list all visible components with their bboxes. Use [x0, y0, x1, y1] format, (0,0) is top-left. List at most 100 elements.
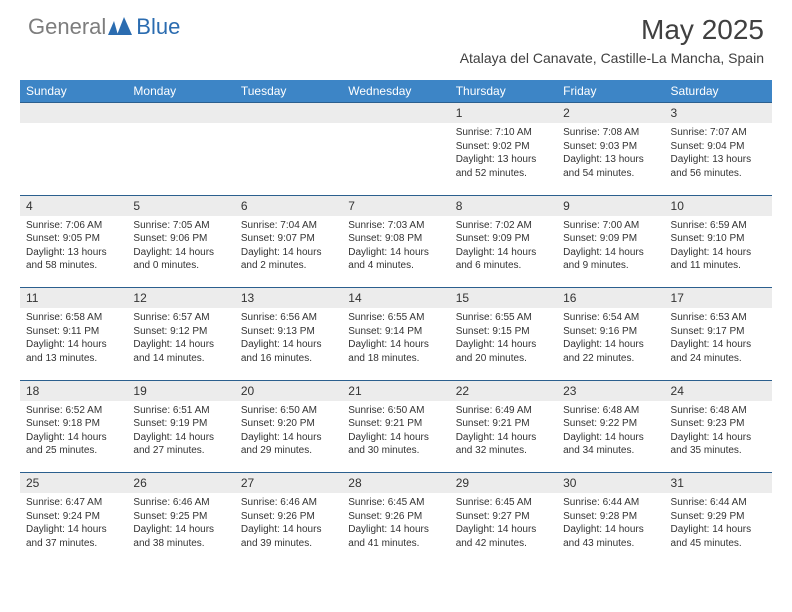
day-number-cell: [20, 103, 127, 124]
day-detail-cell: Sunrise: 7:02 AMSunset: 9:09 PMDaylight:…: [450, 216, 557, 288]
day-detail-cell: Sunrise: 6:57 AMSunset: 9:12 PMDaylight:…: [127, 308, 234, 380]
sunrise-text: Sunrise: 6:54 AM: [563, 311, 658, 325]
day-number: 1: [456, 106, 463, 120]
day-number-cell: 5: [127, 195, 234, 216]
day-number-cell: 11: [20, 288, 127, 309]
day-number: 24: [671, 384, 684, 398]
day-number: 13: [241, 291, 254, 305]
day-detail-cell: Sunrise: 6:59 AMSunset: 9:10 PMDaylight:…: [665, 216, 772, 288]
week-daynum-row: 18192021222324: [20, 380, 772, 401]
day-number-cell: 21: [342, 380, 449, 401]
day-detail-cell: Sunrise: 6:46 AMSunset: 9:25 PMDaylight:…: [127, 493, 234, 565]
day-number: 15: [456, 291, 469, 305]
day-number: 22: [456, 384, 469, 398]
day-number: 27: [241, 476, 254, 490]
sunrise-text: Sunrise: 7:04 AM: [241, 219, 336, 233]
day-detail-cell: Sunrise: 6:46 AMSunset: 9:26 PMDaylight:…: [235, 493, 342, 565]
day-detail-cell: Sunrise: 7:00 AMSunset: 9:09 PMDaylight:…: [557, 216, 664, 288]
sunrise-text: Sunrise: 6:55 AM: [456, 311, 551, 325]
day-number-cell: 16: [557, 288, 664, 309]
week-daynum-row: 45678910: [20, 195, 772, 216]
sunset-text: Sunset: 9:14 PM: [348, 325, 443, 339]
sunset-text: Sunset: 9:02 PM: [456, 140, 551, 154]
sunrise-text: Sunrise: 6:46 AM: [133, 496, 228, 510]
daylight-text: Daylight: 14 hours and 29 minutes.: [241, 431, 336, 458]
sunrise-text: Sunrise: 6:55 AM: [348, 311, 443, 325]
day-number: 25: [26, 476, 39, 490]
sunset-text: Sunset: 9:09 PM: [563, 232, 658, 246]
day-detail-cell: Sunrise: 6:49 AMSunset: 9:21 PMDaylight:…: [450, 401, 557, 473]
daylight-text: Daylight: 14 hours and 24 minutes.: [671, 338, 766, 365]
day-number-cell: 10: [665, 195, 772, 216]
day-detail-cell: Sunrise: 7:07 AMSunset: 9:04 PMDaylight:…: [665, 123, 772, 195]
sunset-text: Sunset: 9:03 PM: [563, 140, 658, 154]
daylight-text: Daylight: 14 hours and 45 minutes.: [671, 523, 766, 550]
sunset-text: Sunset: 9:26 PM: [241, 510, 336, 524]
sunset-text: Sunset: 9:23 PM: [671, 417, 766, 431]
sunrise-text: Sunrise: 7:10 AM: [456, 126, 551, 140]
day-detail-cell: Sunrise: 6:55 AMSunset: 9:15 PMDaylight:…: [450, 308, 557, 380]
day-number: 20: [241, 384, 254, 398]
day-number-cell: 15: [450, 288, 557, 309]
daylight-text: Daylight: 14 hours and 41 minutes.: [348, 523, 443, 550]
day-detail-cell: Sunrise: 6:50 AMSunset: 9:20 PMDaylight:…: [235, 401, 342, 473]
sunrise-text: Sunrise: 7:07 AM: [671, 126, 766, 140]
sunrise-text: Sunrise: 6:50 AM: [241, 404, 336, 418]
daylight-text: Daylight: 14 hours and 37 minutes.: [26, 523, 121, 550]
sunrise-text: Sunrise: 7:06 AM: [26, 219, 121, 233]
daylight-text: Daylight: 14 hours and 14 minutes.: [133, 338, 228, 365]
daylight-text: Daylight: 14 hours and 16 minutes.: [241, 338, 336, 365]
day-number: 2: [563, 106, 570, 120]
daylight-text: Daylight: 14 hours and 2 minutes.: [241, 246, 336, 273]
day-number: 21: [348, 384, 361, 398]
day-detail-cell: Sunrise: 6:56 AMSunset: 9:13 PMDaylight:…: [235, 308, 342, 380]
daylight-text: Daylight: 13 hours and 58 minutes.: [26, 246, 121, 273]
day-number: 19: [133, 384, 146, 398]
daylight-text: Daylight: 14 hours and 4 minutes.: [348, 246, 443, 273]
day-detail-cell: [235, 123, 342, 195]
day-header: Wednesday: [342, 80, 449, 103]
sunrise-text: Sunrise: 6:44 AM: [671, 496, 766, 510]
sunrise-text: Sunrise: 6:51 AM: [133, 404, 228, 418]
day-detail-cell: Sunrise: 7:05 AMSunset: 9:06 PMDaylight:…: [127, 216, 234, 288]
day-number-cell: 22: [450, 380, 557, 401]
day-number: 17: [671, 291, 684, 305]
daylight-text: Daylight: 14 hours and 38 minutes.: [133, 523, 228, 550]
day-number: 12: [133, 291, 146, 305]
day-header: Monday: [127, 80, 234, 103]
day-number-cell: 8: [450, 195, 557, 216]
day-number: 7: [348, 199, 355, 213]
day-number: 29: [456, 476, 469, 490]
day-number-cell: 25: [20, 473, 127, 494]
day-number: 9: [563, 199, 570, 213]
sunset-text: Sunset: 9:27 PM: [456, 510, 551, 524]
day-detail-cell: Sunrise: 6:44 AMSunset: 9:29 PMDaylight:…: [665, 493, 772, 565]
day-header: Thursday: [450, 80, 557, 103]
logo-text-gray: General: [28, 14, 106, 40]
sunset-text: Sunset: 9:17 PM: [671, 325, 766, 339]
logo-text-blue: Blue: [136, 14, 180, 40]
day-detail-cell: Sunrise: 6:45 AMSunset: 9:26 PMDaylight:…: [342, 493, 449, 565]
daylight-text: Daylight: 13 hours and 54 minutes.: [563, 153, 658, 180]
daylight-text: Daylight: 14 hours and 0 minutes.: [133, 246, 228, 273]
sunset-text: Sunset: 9:19 PM: [133, 417, 228, 431]
sunset-text: Sunset: 9:29 PM: [671, 510, 766, 524]
sunset-text: Sunset: 9:09 PM: [456, 232, 551, 246]
day-number: 8: [456, 199, 463, 213]
week-daynum-row: 1 2 3: [20, 103, 772, 124]
day-detail-cell: Sunrise: 7:06 AMSunset: 9:05 PMDaylight:…: [20, 216, 127, 288]
day-number: 3: [671, 106, 678, 120]
week-detail-row: Sunrise: 7:10 AMSunset: 9:02 PM Daylight:…: [20, 123, 772, 195]
daylight-text: Daylight: 13 hours and 56 minutes.: [671, 153, 766, 180]
day-detail-cell: Sunrise: 6:48 AMSunset: 9:23 PMDaylight:…: [665, 401, 772, 473]
day-detail-cell: [127, 123, 234, 195]
daylight-text: Daylight: 14 hours and 20 minutes.: [456, 338, 551, 365]
week-detail-row: Sunrise: 6:47 AMSunset: 9:24 PMDaylight:…: [20, 493, 772, 565]
sunset-text: Sunset: 9:06 PM: [133, 232, 228, 246]
day-detail-cell: Sunrise: 6:47 AMSunset: 9:24 PMDaylight:…: [20, 493, 127, 565]
sunset-text: Sunset: 9:11 PM: [26, 325, 121, 339]
day-header: Tuesday: [235, 80, 342, 103]
day-number: 23: [563, 384, 576, 398]
day-number-cell: 26: [127, 473, 234, 494]
day-number: 10: [671, 199, 684, 213]
